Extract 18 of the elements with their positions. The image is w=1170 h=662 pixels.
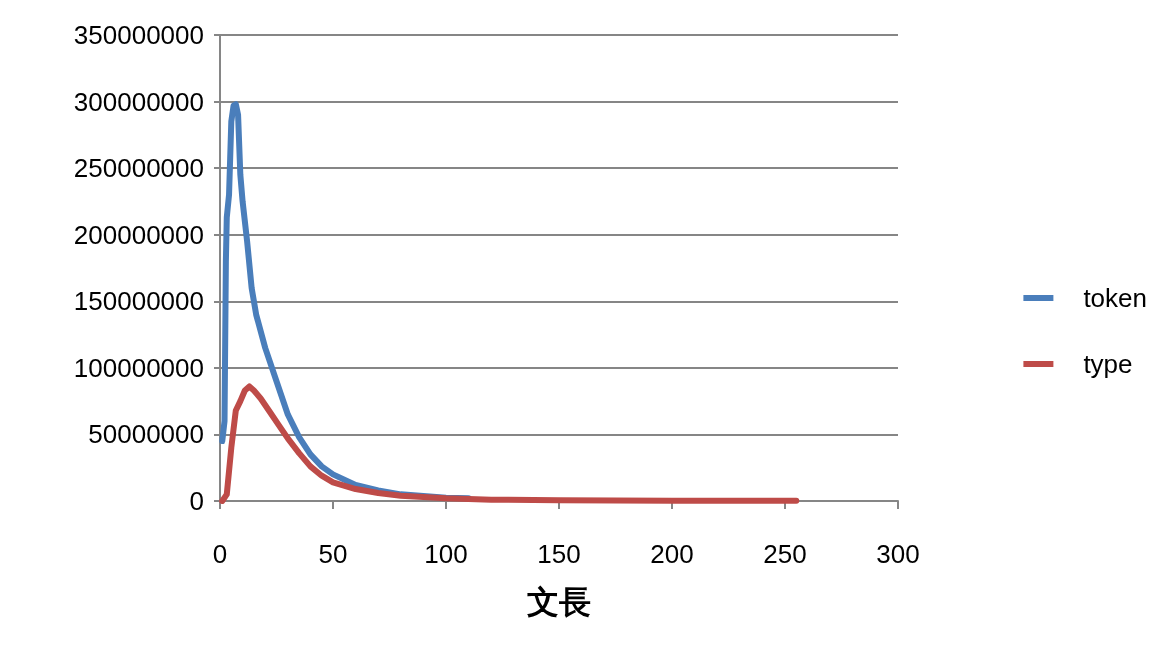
y-tick-label: 300000000: [73, 86, 204, 117]
y-tick-label: 0: [189, 486, 204, 516]
x-tick-label: 250: [763, 539, 807, 569]
y-tick-label: 100000000: [73, 352, 204, 383]
x-tick-label: 200: [650, 539, 694, 569]
y-tick-label: 350000000: [73, 20, 204, 50]
x-tick-label: 0: [212, 539, 228, 569]
x-axis-title: 文長: [527, 584, 591, 620]
y-tick-label: 150000000: [73, 286, 204, 317]
x-tick-label: 50: [318, 539, 348, 569]
x-tick-label: 100: [424, 539, 468, 569]
y-tick-label: 250000000: [73, 153, 204, 184]
legend-label: type: [1083, 349, 1133, 379]
x-tick-label: 150: [537, 539, 581, 569]
y-tick-label: 50000000: [88, 419, 204, 450]
y-tick-label: 200000000: [73, 219, 204, 250]
legend-label: token: [1083, 283, 1148, 313]
x-tick-label: 300: [876, 539, 920, 569]
